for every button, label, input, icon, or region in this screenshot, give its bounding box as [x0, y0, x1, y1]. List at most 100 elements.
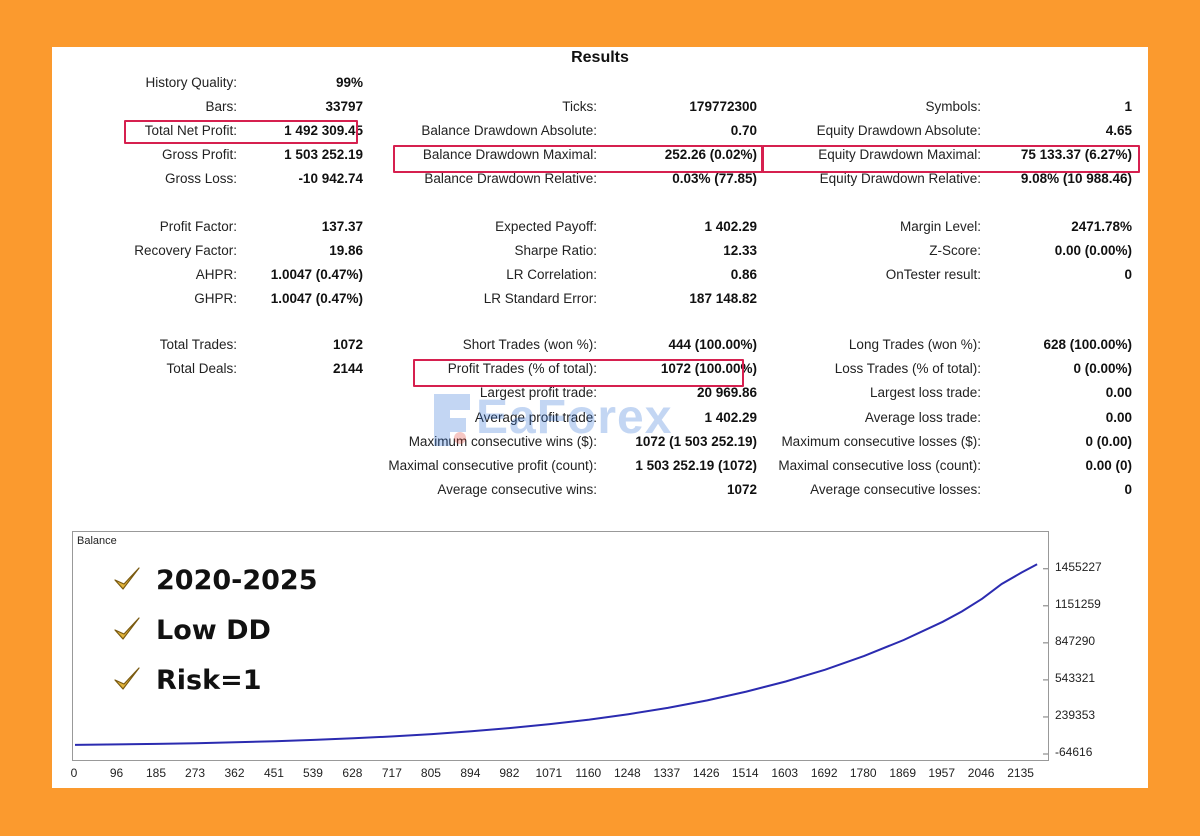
col1-label: Recovery Factor: — [134, 243, 237, 258]
col1-value: 99% — [335, 75, 363, 90]
x-tick-label: 805 — [420, 766, 441, 780]
checklist-item: 2020-2025 — [112, 560, 318, 600]
col3-label: Equity Drawdown Relative: — [819, 171, 981, 186]
logo-icon — [434, 394, 470, 446]
checklist-text: Low DD — [156, 614, 271, 646]
col2-value: 1072 (1 503 252.19) — [635, 434, 757, 449]
col1-value: 1072 — [332, 337, 363, 352]
col3-value: 628 (100.00%) — [1043, 337, 1132, 352]
x-tick-label: 1514 — [731, 766, 759, 780]
x-tick-label: 2046 — [967, 766, 995, 780]
col3-value: 4.65 — [1105, 123, 1132, 138]
x-tick-label: 1869 — [889, 766, 917, 780]
check-icon — [114, 617, 140, 640]
x-tick-label: 1248 — [613, 766, 641, 780]
col1-value: 137.37 — [321, 219, 363, 234]
x-tick-label: 1337 — [653, 766, 681, 780]
results-title: Results — [571, 49, 629, 66]
col3-label: OnTester result: — [885, 267, 981, 282]
col3-value: 0.00 — [1105, 410, 1132, 425]
col2-label: Largest profit trade: — [479, 385, 597, 400]
x-tick-label: 982 — [499, 766, 520, 780]
col3-value: 0 — [1124, 482, 1132, 497]
y-tick-label: 847290 — [1055, 633, 1096, 648]
x-tick-label: 1603 — [771, 766, 799, 780]
x-tick-label: 1426 — [692, 766, 720, 780]
col1-label: Gross Loss: — [164, 171, 237, 186]
y-tick-label: 1455227 — [1055, 559, 1102, 574]
col3-value: 0 (0.00%) — [1073, 361, 1132, 376]
x-tick-label: 273 — [185, 766, 206, 780]
highlight-total-net-profit — [124, 120, 358, 144]
col2-label: Short Trades (won %): — [462, 337, 597, 352]
col2-label: Average profit trade: — [474, 410, 597, 425]
col2-value: 0.70 — [730, 123, 757, 138]
watermark-text: EaForex — [476, 391, 673, 444]
y-tick-label: 1151259 — [1055, 596, 1101, 611]
col2-value: 187 148.82 — [689, 291, 757, 306]
x-tick-label: 717 — [381, 766, 402, 780]
checklist-text: 2020-2025 — [156, 564, 318, 596]
x-tick-label: 539 — [302, 766, 323, 780]
col2-label: Average consecutive wins: — [437, 482, 597, 497]
col1-label: GHPR: — [194, 291, 237, 306]
col2-label: LR Standard Error: — [483, 291, 597, 306]
col2-value: 1 503 252.19 (1072) — [635, 458, 757, 473]
col3-value: 0.00 (0) — [1085, 458, 1132, 473]
x-tick-label: 2135 — [1007, 766, 1034, 780]
x-tick-label: 1957 — [928, 766, 956, 780]
col3-value: 1 — [1124, 99, 1132, 114]
col1-label: Total Net Profit: — [144, 123, 237, 138]
highlight-balance-drawdown-maximal — [393, 145, 763, 173]
col1-label: Gross Profit: — [161, 147, 237, 162]
highlight-profit-trades — [413, 359, 744, 387]
y-tick-label: -64616 — [1055, 745, 1093, 759]
x-tick-label: 1692 — [810, 766, 838, 780]
col1-label: AHPR: — [195, 267, 237, 282]
col2-label: Balance Drawdown Absolute: — [421, 123, 597, 138]
col2-label: Balance Drawdown Relative: — [424, 171, 597, 186]
col1-label: Total Deals: — [166, 361, 237, 376]
col2-value: 1 402.29 — [704, 219, 757, 234]
x-tick-label: 894 — [460, 766, 481, 780]
col3-label: Long Trades (won %): — [848, 337, 981, 352]
col3-value: 0 — [1124, 267, 1132, 282]
col1-value: 1 492 309.45 — [284, 123, 363, 138]
col1-label: Bars: — [205, 99, 237, 114]
chart-title: Balance — [77, 535, 117, 547]
col3-label: Largest loss trade: — [869, 385, 981, 400]
col3-label: Loss Trades (% of total): — [834, 361, 981, 376]
col1-value: 19.86 — [329, 243, 363, 258]
col1-label: Total Trades: — [159, 337, 237, 352]
watermark-logo: EaForex — [430, 384, 770, 454]
checklist-item: Risk=1 — [112, 660, 261, 700]
balance-line — [74, 563, 1038, 746]
col3-value: 0.00 (0.00%) — [1054, 243, 1132, 258]
col3-label: Symbols: — [925, 99, 981, 114]
x-tick-label: 96 — [109, 766, 124, 780]
col1-label: Profit Factor: — [159, 219, 237, 234]
balance-chart-svg — [74, 563, 1048, 755]
balance-chart: Balance — [72, 531, 1049, 761]
col3-label: Margin Level: — [899, 219, 981, 234]
x-tick-label: 451 — [263, 766, 284, 780]
check-icon — [114, 667, 140, 690]
col2-label: Ticks: — [562, 99, 597, 114]
col3-label: Maximum consecutive losses ($): — [781, 434, 981, 449]
col2-value: 1 402.29 — [704, 410, 757, 425]
col2-value: 1072 — [726, 482, 757, 497]
col2-label: Sharpe Ratio: — [514, 243, 597, 258]
col3-label: Average consecutive losses: — [810, 482, 981, 497]
col1-value: 2144 — [332, 361, 363, 376]
x-tick-label: 1071 — [535, 766, 563, 780]
col2-value: 444 (100.00%) — [668, 337, 757, 352]
col3-label: Average loss trade: — [864, 410, 981, 425]
col2-value: 20 969.86 — [696, 385, 757, 400]
col2-value: 252.26 (0.02%) — [664, 147, 757, 162]
col1-value: 1.0047 (0.47%) — [270, 267, 363, 282]
check-icon — [114, 567, 140, 590]
x-tick-label: 1780 — [849, 766, 877, 780]
col1-value: -10 942.74 — [298, 171, 363, 186]
y-tick-label: 543321 — [1055, 670, 1096, 685]
col2-label: LR Correlation: — [506, 267, 597, 282]
